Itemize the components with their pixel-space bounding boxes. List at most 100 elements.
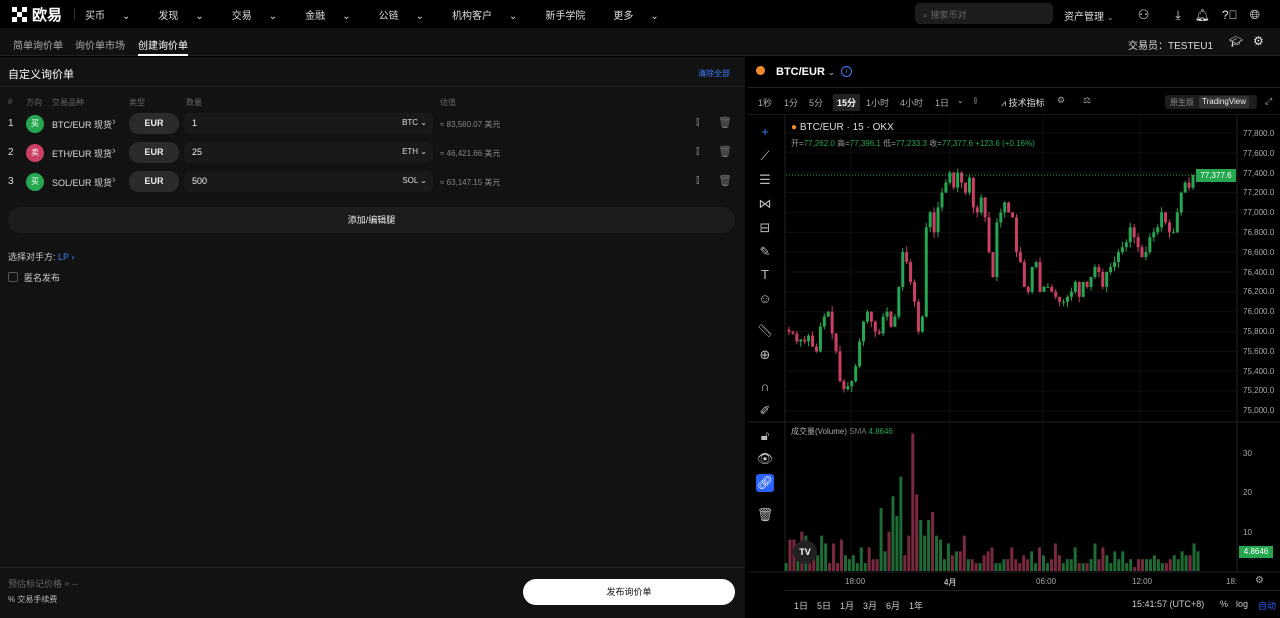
nav-item[interactable]: 新手学院 <box>545 7 599 22</box>
template-icon[interactable]: ⚖ <box>1083 95 1092 105</box>
percent-toggle[interactable]: % <box>1220 599 1229 609</box>
range-button[interactable]: 1月 <box>840 601 855 611</box>
range-button[interactable]: 1年 <box>909 601 924 611</box>
range-button[interactable]: 3月 <box>863 601 878 611</box>
quantity-input[interactable]: 25 ETH ⌄ <box>184 142 433 163</box>
range-button[interactable]: 6月 <box>886 601 901 611</box>
nav-item[interactable]: 发现 ⌄ <box>158 7 217 22</box>
anonymous-checkbox[interactable] <box>8 272 18 282</box>
add-edit-legs-button[interactable]: 添加/编辑腿 <box>8 207 735 233</box>
tab-rfq-market[interactable]: 询价单市场 <box>75 41 125 52</box>
side-badge[interactable]: 卖 <box>26 144 44 162</box>
indicators-button[interactable]: ⩘ 技术指标 <box>1001 98 1045 108</box>
interval-button[interactable]: 1秒 <box>758 98 773 108</box>
quantity-input[interactable]: 1 BTC ⌄ <box>184 113 433 134</box>
range-button[interactable]: 5日 <box>817 601 832 611</box>
graduation-cap-icon[interactable]: 🎓︎ <box>1229 36 1243 48</box>
tab-create-rfq[interactable]: 创建询价单 <box>138 37 188 56</box>
currency-type-button[interactable]: EUR <box>129 142 179 163</box>
tradingview-logo[interactable]: TV <box>793 540 817 564</box>
currency-type-button[interactable]: EUR <box>129 113 179 134</box>
help-icon[interactable]: ?⃝ <box>1221 8 1238 22</box>
unit-selector[interactable]: BTC ⌄ <box>402 118 427 127</box>
trading-fee[interactable]: % 交易手续费 <box>8 594 57 605</box>
symbol-selector[interactable]: BTC/EUR ⌄ <box>776 66 835 78</box>
candle-body <box>787 329 791 332</box>
brush-icon[interactable]: ✎ <box>759 244 771 259</box>
publish-rfq-button[interactable]: 发布询价单 <box>523 579 735 605</box>
trend-line-icon[interactable]: ⟋ <box>760 148 770 163</box>
volume-bar <box>927 519 931 571</box>
range-button[interactable]: 1日 <box>794 601 809 611</box>
asset-management-menu[interactable]: 资产管理 ⌄ <box>1064 11 1114 23</box>
interval-dropdown-chevron-icon[interactable]: ⌄ <box>957 96 964 105</box>
nav-item[interactable]: 交易 ⌄ <box>232 7 291 22</box>
text-icon[interactable]: T <box>761 267 769 282</box>
horizontal-lines-icon[interactable]: ☰ <box>759 172 771 187</box>
chart-compare-icon[interactable]: ⫾ <box>696 174 700 186</box>
quantity-input[interactable]: 500 SOL ⌄ <box>184 171 433 192</box>
counterparty-value[interactable]: LP <box>58 252 69 262</box>
trash-icon[interactable]: 🗑︎ <box>756 507 774 522</box>
ruler-icon[interactable]: 📏︎ <box>756 323 774 338</box>
okx-logo[interactable]: 欧易 <box>12 4 62 25</box>
globe-icon[interactable]: 🌐︎ <box>1249 7 1260 22</box>
interval-button[interactable]: 4小时 <box>900 98 924 108</box>
log-toggle[interactable]: log <box>1236 599 1249 609</box>
info-icon[interactable]: i <box>841 66 852 77</box>
link-icon[interactable]: 🔗︎ <box>756 474 774 492</box>
price-tick: 77,600.0 <box>1243 148 1275 158</box>
eye-icon[interactable]: 👁︎ <box>756 451 774 466</box>
candle-body <box>1097 267 1101 272</box>
side-badge[interactable]: 买 <box>26 173 44 191</box>
interval-button[interactable]: 1日 <box>935 98 950 108</box>
unit-selector[interactable]: ETH ⌄ <box>402 147 427 156</box>
user-icon[interactable]: ⚇ <box>1137 7 1150 22</box>
emoji-icon[interactable]: ☺ <box>758 291 772 306</box>
fullscreen-icon[interactable]: ⤢ <box>1265 96 1273 106</box>
nav-item[interactable]: 机构客户 ⌄ <box>452 7 531 22</box>
delete-icon[interactable]: 🗑︎ <box>718 146 732 158</box>
counterparty-selector[interactable]: 选择对手方: LP › <box>8 252 75 262</box>
chart-compare-icon[interactable]: ⫾ <box>696 116 700 128</box>
nav-item[interactable]: 更多 ⌄ <box>613 7 672 22</box>
gear-icon[interactable]: ⚙ <box>1253 34 1264 48</box>
interval-button[interactable]: 1小时 <box>866 98 890 108</box>
chevron-right-icon[interactable]: › <box>112 174 116 186</box>
clear-all-link[interactable]: 清除全部 <box>698 69 730 78</box>
delete-icon[interactable]: 🗑︎ <box>718 175 732 187</box>
zoom-in-icon[interactable]: ⊕ <box>759 347 771 362</box>
lock-icon[interactable]: 🔓︎ <box>760 428 770 443</box>
chevron-right-icon[interactable]: › <box>112 116 116 128</box>
pattern-icon[interactable]: ⋈ <box>758 196 772 211</box>
download-icon[interactable]: ⤓ <box>1175 7 1181 22</box>
volume-bar <box>1022 555 1026 571</box>
projection-icon[interactable]: ⊟ <box>759 220 771 235</box>
chevron-right-icon[interactable]: › <box>112 145 116 157</box>
nav-item[interactable]: 买币 ⌄ <box>85 7 144 22</box>
currency-type-button[interactable]: EUR <box>129 171 179 192</box>
magnet-icon[interactable]: ∩ <box>760 379 770 394</box>
candle-type-icon[interactable]: ⫾ <box>974 95 977 105</box>
view-native[interactable]: 原生版 <box>1170 98 1194 107</box>
unit-selector[interactable]: SOL ⌄ <box>402 176 427 185</box>
chart-settings-icon[interactable]: ⚙ <box>1057 95 1066 105</box>
axis-settings-icon[interactable]: ⚙ <box>1255 575 1264 586</box>
clock[interactable]: 15:41:57 (UTC+8) <box>1132 599 1205 609</box>
interval-button[interactable]: 5分 <box>809 98 824 108</box>
view-tradingview[interactable]: TradingView <box>1199 96 1250 108</box>
tab-simple-rfq[interactable]: 简单询价单 <box>13 41 63 52</box>
interval-button[interactable]: 15分 <box>833 94 861 111</box>
side-badge[interactable]: 买 <box>26 115 44 133</box>
nav-item[interactable]: 公链 ⌄ <box>379 7 438 22</box>
auto-toggle[interactable]: 自动 <box>1258 601 1277 611</box>
delete-icon[interactable]: 🗑︎ <box>718 117 732 129</box>
nav-item[interactable]: 金融 ⌄ <box>305 7 364 22</box>
bell-icon[interactable]: 🔔︎ <box>1194 8 1210 22</box>
search-input[interactable]: ⌕ 搜索币对 <box>915 3 1053 24</box>
crosshair-icon[interactable]: + <box>761 124 769 139</box>
interval-button[interactable]: 1分 <box>784 98 799 108</box>
lock-drawing-icon[interactable]: ✐ <box>759 403 771 418</box>
chart-compare-icon[interactable]: ⫾ <box>696 145 700 157</box>
